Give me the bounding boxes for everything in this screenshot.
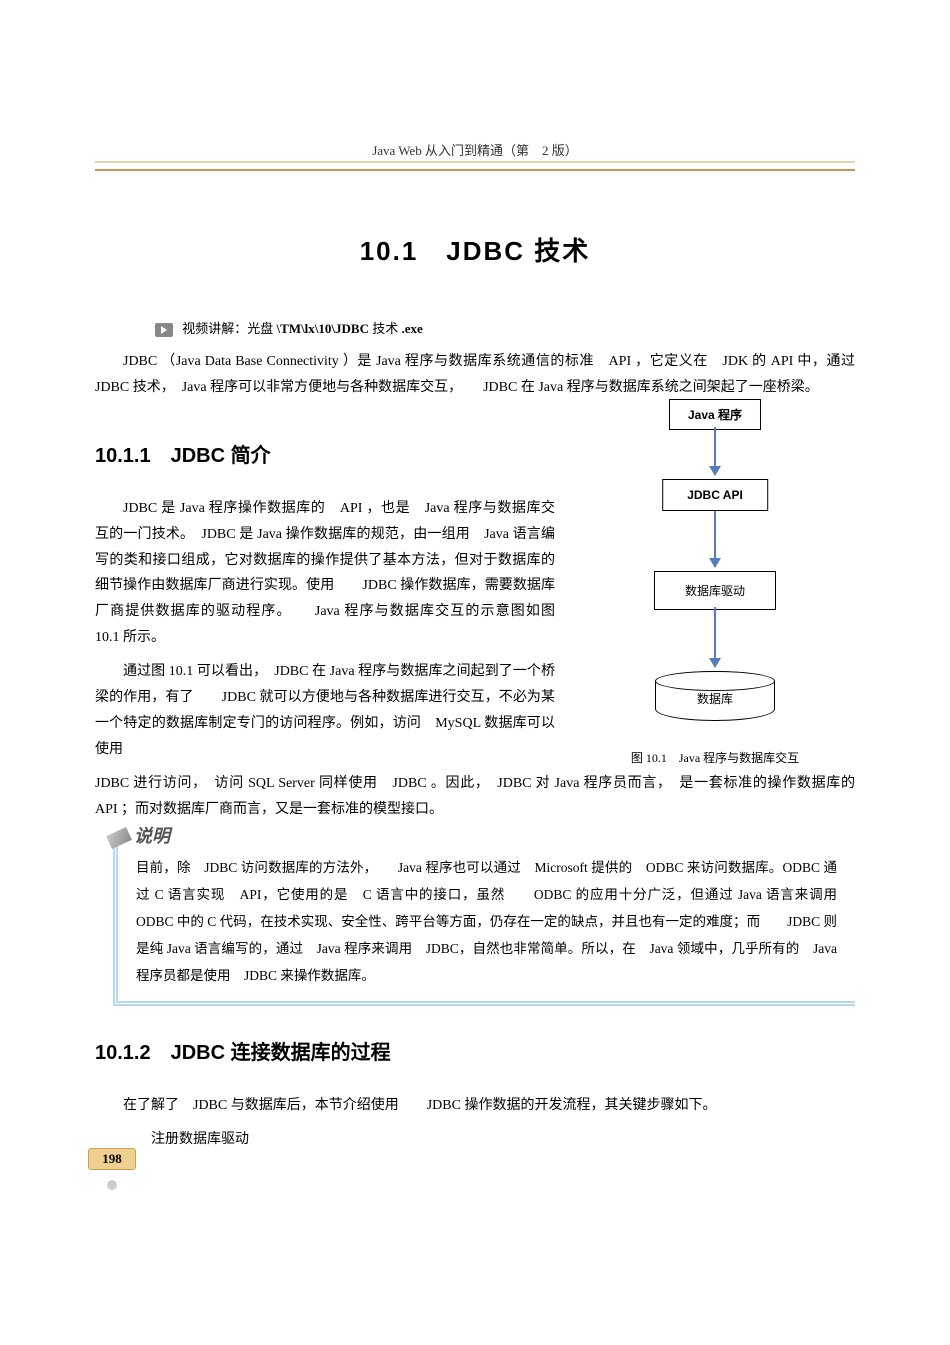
left-paragraph-2: 通过图 10.1 可以看出， JDBC 在 Java 程序与数据库之间起到了一个… <box>95 659 555 763</box>
note-box: 说明 目前，除 JDBC 访问数据库的方法外， Java 程序也可以通过 Mic… <box>113 842 855 1006</box>
note-label: 说明 <box>108 818 170 854</box>
diagram-arrow-1 <box>714 427 716 475</box>
video-line: 视频讲解：光盘 \TM\lx\10\JDBC 技术 .exe <box>155 318 855 337</box>
page-number: 198 <box>88 1148 136 1170</box>
video-path: \TM\lx\10\JDBC <box>277 321 369 336</box>
video-suffix2: .exe <box>401 321 422 336</box>
note-text: 目前，除 JDBC 访问数据库的方法外， Java 程序也可以通过 Micros… <box>136 860 851 983</box>
section-title: 10.1 JDBC 技术 <box>95 231 855 268</box>
diagram-arrow-3 <box>714 607 716 667</box>
sub2-paragraph: 在了解了 JDBC 与数据库后，本节介绍使用 JDBC 操作数据的开发流程，其关… <box>95 1093 855 1119</box>
page-dot <box>107 1180 117 1190</box>
book-title: Java Web 从入门到精通（第 2 版） <box>372 143 578 158</box>
intro-paragraph: JDBC （Java Data Base Connectivity ）是 Jav… <box>95 349 855 401</box>
subsection-1-title: 10.1.1 JDBC 简介 <box>95 439 555 468</box>
video-icon <box>155 323 173 337</box>
diagram-box-driver: 数据库驱动 <box>654 571 776 610</box>
diagram-arrow-2 <box>714 511 716 567</box>
video-prefix: 视频讲解：光盘 <box>182 321 273 336</box>
sub2-point-1: 注册数据库驱动 <box>151 1127 855 1152</box>
diagram-10-1: Java 程序 JDBC API 数据库驱动 数据库 <box>575 399 855 789</box>
diagram-box-java: Java 程序 <box>669 399 761 430</box>
left-paragraph-1: JDBC 是 Java 程序操作数据库的 API ，也是 Java 程序与数据库… <box>95 496 555 651</box>
page-number-block: 198 <box>88 1148 136 1190</box>
video-suffix1: 技术 <box>372 321 398 336</box>
subsection-2-title: 10.1.2 JDBC 连接数据库的过程 <box>95 1036 855 1065</box>
book-header: Java Web 从入门到精通（第 2 版） <box>95 140 855 171</box>
diagram-db: 数据库 <box>655 671 775 721</box>
diagram-box-jdbc: JDBC API <box>662 479 768 511</box>
